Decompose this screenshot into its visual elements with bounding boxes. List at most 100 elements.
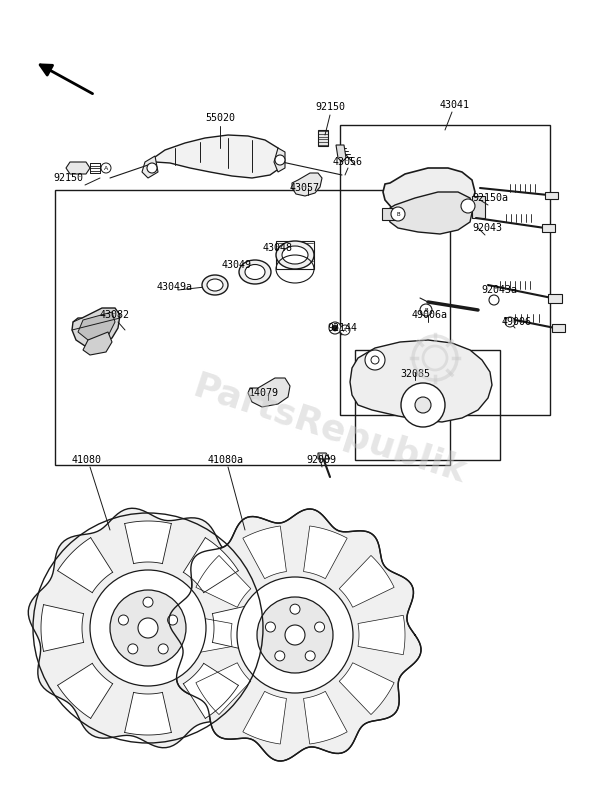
Text: 43049a: 43049a [157, 282, 193, 292]
Polygon shape [41, 604, 83, 652]
Text: 92043: 92043 [472, 223, 502, 233]
Polygon shape [28, 508, 268, 748]
Ellipse shape [202, 275, 228, 295]
Text: B: B [424, 308, 428, 312]
Polygon shape [148, 135, 282, 178]
Text: A: A [104, 166, 108, 170]
Polygon shape [552, 324, 565, 332]
Circle shape [290, 604, 300, 614]
Bar [276, 241, 314, 269]
Text: 92150: 92150 [53, 173, 83, 183]
Circle shape [118, 615, 128, 625]
Polygon shape [383, 168, 475, 216]
Circle shape [371, 356, 379, 364]
Polygon shape [58, 538, 113, 593]
Polygon shape [212, 604, 255, 652]
Text: 55020: 55020 [205, 113, 235, 123]
Polygon shape [248, 378, 290, 407]
Circle shape [365, 350, 385, 370]
Polygon shape [169, 509, 421, 761]
Polygon shape [336, 145, 346, 162]
Polygon shape [339, 663, 394, 714]
Polygon shape [196, 556, 251, 608]
Circle shape [401, 383, 445, 427]
Text: B: B [396, 211, 400, 217]
Text: 92009: 92009 [306, 455, 336, 465]
Polygon shape [382, 208, 395, 220]
Polygon shape [243, 692, 286, 744]
Circle shape [420, 304, 432, 316]
Text: 92150a: 92150a [472, 193, 508, 203]
Polygon shape [184, 538, 238, 593]
Polygon shape [185, 615, 232, 655]
Polygon shape [184, 663, 238, 718]
Polygon shape [72, 308, 120, 346]
Polygon shape [274, 148, 285, 172]
Bar [340, 125, 550, 415]
Circle shape [340, 325, 350, 335]
Polygon shape [304, 526, 347, 579]
Polygon shape [304, 692, 347, 744]
Text: 49006: 49006 [502, 317, 532, 327]
Circle shape [158, 644, 168, 654]
Polygon shape [292, 173, 322, 196]
Text: 49006a: 49006a [412, 310, 448, 320]
Circle shape [143, 597, 153, 607]
Text: 92150: 92150 [315, 102, 345, 112]
Polygon shape [125, 521, 172, 564]
Polygon shape [243, 526, 286, 579]
Text: 43048: 43048 [263, 243, 293, 253]
Text: 43082: 43082 [100, 310, 130, 320]
Polygon shape [358, 615, 405, 655]
Circle shape [314, 622, 325, 632]
Polygon shape [66, 162, 90, 174]
Circle shape [110, 590, 186, 666]
Bar [90, 163, 100, 173]
Text: 43049: 43049 [222, 260, 252, 270]
Polygon shape [142, 156, 158, 178]
Circle shape [275, 155, 285, 165]
Text: 92144: 92144 [327, 323, 357, 333]
Text: 43056: 43056 [333, 157, 363, 167]
Polygon shape [78, 312, 115, 340]
Circle shape [101, 163, 111, 173]
Text: 14079: 14079 [249, 388, 279, 398]
Text: 43041: 43041 [440, 100, 470, 110]
Circle shape [265, 622, 275, 632]
Polygon shape [472, 196, 485, 218]
Circle shape [138, 618, 158, 638]
Circle shape [461, 199, 475, 213]
Bar [55, 190, 450, 465]
Polygon shape [388, 192, 473, 234]
Polygon shape [83, 332, 112, 355]
Polygon shape [548, 294, 562, 303]
Polygon shape [318, 130, 328, 146]
Circle shape [391, 207, 405, 221]
Circle shape [128, 644, 138, 654]
Circle shape [167, 615, 178, 625]
Polygon shape [542, 224, 555, 232]
Circle shape [237, 577, 353, 693]
Circle shape [489, 295, 499, 305]
Ellipse shape [276, 241, 314, 269]
Ellipse shape [239, 260, 271, 284]
Circle shape [505, 317, 515, 327]
Circle shape [147, 163, 157, 173]
Polygon shape [350, 340, 492, 422]
Ellipse shape [207, 279, 223, 291]
Circle shape [415, 397, 431, 413]
Polygon shape [125, 692, 172, 735]
Polygon shape [196, 663, 251, 714]
Circle shape [257, 597, 333, 673]
Polygon shape [318, 453, 330, 459]
Ellipse shape [282, 246, 308, 264]
Text: A: A [343, 327, 347, 333]
Text: 43057: 43057 [290, 183, 320, 193]
Polygon shape [339, 556, 394, 608]
Text: 41080: 41080 [72, 455, 102, 465]
Bar [355, 350, 500, 460]
Text: 32085: 32085 [400, 369, 430, 379]
Text: 41080a: 41080a [208, 455, 244, 465]
Circle shape [305, 651, 315, 661]
Circle shape [90, 570, 206, 686]
